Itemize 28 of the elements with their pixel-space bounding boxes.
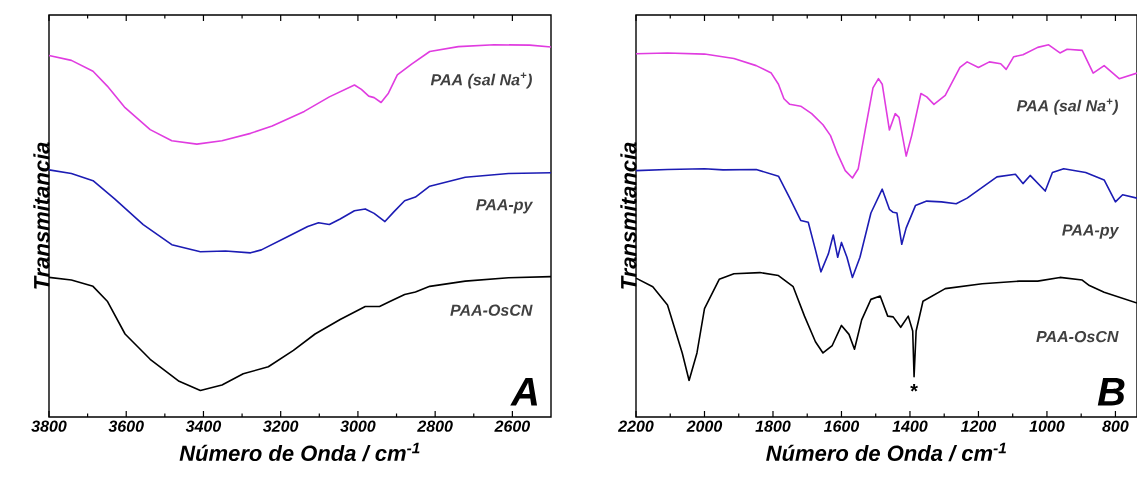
x-tick-label: 2800 bbox=[417, 420, 453, 432]
x-tick-label: 1200 bbox=[960, 420, 997, 432]
y-axis-title: Transmitancia bbox=[33, 142, 50, 289]
x-tick-label: 3200 bbox=[263, 420, 299, 432]
annotation: B bbox=[1097, 377, 1125, 406]
series-label: PAA-py bbox=[1062, 224, 1120, 239]
x-tick-label: 3000 bbox=[340, 420, 376, 432]
series-label: PAA-OsCN bbox=[450, 304, 533, 316]
annotation: * bbox=[910, 384, 918, 392]
x-tick-label: 3600 bbox=[108, 420, 144, 432]
x-tick-label: 2000 bbox=[686, 420, 723, 432]
x-axis-title: Número de Onda / cm$^{-1}$ bbox=[179, 442, 420, 462]
x-tick-label: 1400 bbox=[892, 420, 928, 432]
series-label: PAA (sal Na$^{+}$) bbox=[430, 72, 532, 89]
x-tick-label: 2200 bbox=[617, 420, 654, 432]
x-axis-title: Número de Onda / cm$^{-1}$ bbox=[766, 442, 1006, 462]
x-tick-label: 800 bbox=[1102, 420, 1129, 432]
x-tick-label: 2600 bbox=[494, 420, 531, 432]
y-axis-title: Transmitancia bbox=[620, 142, 637, 289]
series-label: PAA (sal Na$^{+}$) bbox=[1016, 98, 1118, 115]
x-tick-label: 1600 bbox=[823, 420, 860, 432]
x-tick-label: 3400 bbox=[185, 420, 222, 432]
x-tick-label: 1000 bbox=[1029, 420, 1065, 432]
x-tick-label: 3800 bbox=[31, 420, 67, 432]
text: PAA-OsCN bbox=[1036, 330, 1119, 343]
annotation: A bbox=[510, 377, 538, 406]
x-tick-label: 1800 bbox=[755, 420, 791, 432]
series-label: PAA-py bbox=[476, 199, 534, 214]
